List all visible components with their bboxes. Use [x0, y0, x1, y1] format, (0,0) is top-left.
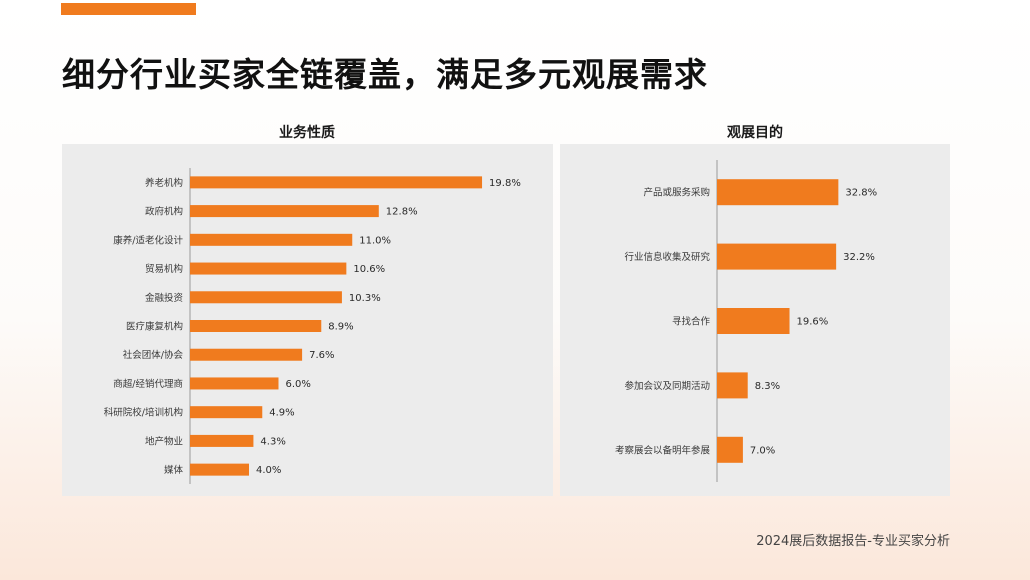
value-label-1-4: 7.0%	[750, 445, 775, 456]
category-label-1-3: 参加会议及同期活动	[624, 380, 710, 392]
category-label-0-0: 养老机构	[145, 177, 183, 189]
category-label-0-1: 政府机构	[145, 206, 183, 218]
category-label-0-2: 康养/适老化设计	[113, 234, 183, 246]
value-label-0-9: 4.3%	[260, 436, 285, 447]
value-label-0-5: 8.9%	[328, 322, 353, 333]
category-label-1-4: 考察展会以备明年参展	[615, 444, 711, 456]
bar-0-2	[190, 233, 353, 246]
value-label-1-1: 32.2%	[843, 252, 875, 263]
value-label-0-8: 4.9%	[269, 408, 294, 419]
value-label-0-10: 4.0%	[256, 465, 281, 476]
value-label-1-3: 8.3%	[755, 381, 780, 392]
chart-panel-business-nature: 养老机构 19.8% 政府机构 12.8% 康养/适老化设计 11.0% 贸易机构 10.6%…	[62, 144, 553, 496]
category-label-0-3: 贸易机构	[145, 263, 183, 275]
bar-0-1	[190, 205, 379, 218]
category-label-0-4: 金融投资	[145, 292, 184, 304]
category-label-1-0: 产品或服务采购	[643, 187, 710, 199]
footer-caption: 2024展后数据报告-专业买家分析	[756, 534, 950, 549]
category-label-0-7: 商超/经销代理商	[113, 378, 183, 390]
bar-0-5	[190, 320, 322, 332]
category-label-1-1: 行业信息收集及研究	[624, 251, 710, 263]
value-label-1-0: 32.8%	[845, 188, 877, 199]
bar-1-0	[717, 179, 839, 206]
bar-chart-business-nature: 养老机构 19.8% 政府机构 12.8% 康养/适老化设计 11.0% 贸易机构 10.6%…	[104, 168, 521, 484]
bar-0-6	[190, 348, 303, 361]
value-label-0-6: 7.6%	[309, 350, 334, 361]
category-label-1-2: 寻找合作	[672, 316, 711, 328]
bar-1-3	[717, 372, 748, 399]
bar-0-10	[190, 463, 249, 476]
chart-title-visit-purpose: 观展目的	[727, 125, 783, 141]
category-label-0-9: 地产物业	[145, 435, 183, 447]
category-label-0-8: 科研院校/培训机构	[104, 407, 183, 419]
value-label-0-4: 10.3%	[349, 293, 381, 304]
value-label-1-2: 19.6%	[797, 317, 829, 328]
bar-chart-visit-purpose: 产品或服务采购 32.8% 行业信息收集及研究 32.2% 寻找合作 19.6% 参加会议及…	[615, 160, 877, 482]
chart-panel-visit-purpose: 产品或服务采购 32.8% 行业信息收集及研究 32.2% 寻找合作 19.6% 参加会议及…	[560, 144, 950, 496]
accent-bar	[61, 3, 196, 15]
value-label-0-7: 6.0%	[286, 379, 311, 390]
bar-0-8	[190, 406, 263, 419]
bar-0-4	[190, 291, 342, 304]
value-label-0-0: 19.8%	[489, 178, 521, 189]
bar-0-3	[190, 262, 347, 275]
bar-0-0	[190, 176, 483, 189]
chart-title-business-nature: 业务性质	[279, 125, 335, 141]
bar-1-1	[717, 243, 837, 270]
bar-0-7	[190, 377, 279, 390]
category-label-0-10: 媒体	[164, 464, 184, 476]
bar-1-4	[717, 436, 743, 463]
category-label-0-6: 社会团体/协会	[123, 349, 184, 361]
bar-0-9	[190, 434, 254, 447]
value-label-0-1: 12.8%	[386, 207, 418, 218]
page-title: 细分行业买家全链覆盖，满足多元观展需求	[62, 55, 708, 94]
category-label-0-5: 医疗康复机构	[126, 321, 183, 333]
bar-1-2	[717, 308, 790, 334]
value-label-0-2: 11.0%	[359, 235, 391, 246]
value-label-0-3: 10.6%	[353, 264, 385, 275]
